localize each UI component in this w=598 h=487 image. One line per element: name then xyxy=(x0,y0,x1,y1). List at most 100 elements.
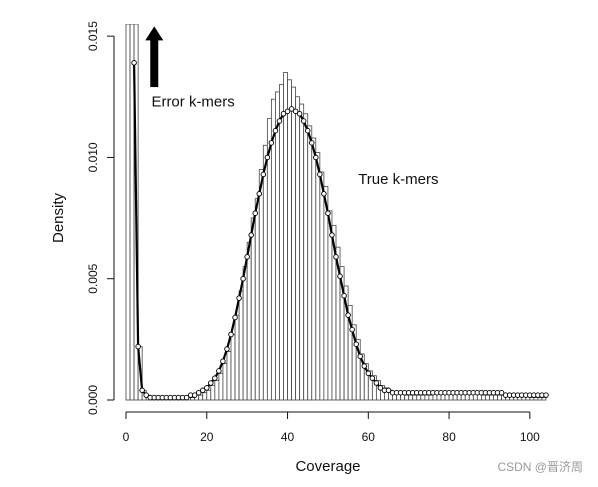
x-tick-label: 20 xyxy=(200,430,214,444)
histogram-bar xyxy=(323,186,329,401)
y-tick-label: 0.000 xyxy=(86,385,100,415)
curve-point xyxy=(313,154,319,161)
x-tick-label: 100 xyxy=(520,430,540,444)
curve-point xyxy=(232,314,238,321)
curve-point xyxy=(333,254,339,260)
curve-point xyxy=(284,108,291,115)
arrow-head xyxy=(145,26,164,41)
curve-point xyxy=(143,392,149,398)
histogram-bar xyxy=(408,394,414,401)
curve-point xyxy=(256,191,263,197)
histogram-bar xyxy=(303,113,309,401)
histogram-bar xyxy=(210,385,216,401)
y-tick-label: 0.010 xyxy=(86,142,100,172)
curve-point xyxy=(365,370,372,377)
curve-point xyxy=(199,387,206,394)
x-axis-ticks: 0 20 40 60 80 100 xyxy=(123,412,540,444)
histogram-bar xyxy=(311,137,317,401)
curve-point xyxy=(349,326,355,333)
histogram-bar xyxy=(319,171,325,401)
curve-point xyxy=(244,254,250,260)
curve-point xyxy=(369,375,376,381)
curve-point xyxy=(183,394,190,401)
histogram-bars xyxy=(125,24,547,401)
histogram-bar xyxy=(416,394,422,401)
histogram-bar xyxy=(226,351,232,401)
curve-point xyxy=(236,295,242,301)
histogram-bar xyxy=(315,152,321,401)
curve-point xyxy=(252,210,258,216)
histogram-bar xyxy=(198,394,204,401)
histogram-bar xyxy=(279,84,284,401)
histogram-bar xyxy=(266,118,272,401)
curve-point xyxy=(135,343,141,350)
histogram-bar xyxy=(230,334,236,401)
error-kmers-arrow xyxy=(145,26,164,88)
curve-point xyxy=(224,346,230,352)
curve-point xyxy=(276,118,283,124)
histogram-bar xyxy=(275,91,280,401)
fitted-curve xyxy=(131,60,549,401)
curve-point xyxy=(216,368,222,374)
curve-point xyxy=(220,358,226,364)
histogram-bar xyxy=(295,96,301,401)
curve-point xyxy=(204,385,210,391)
histogram-bar xyxy=(190,397,196,401)
histogram-bar xyxy=(222,363,228,401)
annotation-label: Error k-mers xyxy=(151,93,234,110)
histogram-bar xyxy=(404,394,410,401)
arrow-shaft xyxy=(150,38,159,88)
curve-point xyxy=(292,108,299,115)
curve-point xyxy=(345,312,351,318)
curve-point xyxy=(288,106,295,112)
curve-point xyxy=(357,353,363,360)
x-axis-title: Coverage xyxy=(295,458,360,475)
histogram-bar xyxy=(234,314,240,401)
curve-point xyxy=(341,292,347,299)
curve-point xyxy=(264,154,271,161)
x-tick-label: 60 xyxy=(362,430,376,444)
histogram-bar xyxy=(537,397,543,401)
curve-point xyxy=(337,273,343,280)
histogram-bar xyxy=(206,389,212,401)
histogram-bar xyxy=(246,241,252,401)
histogram-bar xyxy=(541,397,547,401)
curve-point xyxy=(228,331,234,338)
histogram-bar xyxy=(493,394,498,401)
curve-point xyxy=(309,140,315,146)
histogram-bar xyxy=(218,372,224,401)
curve-point xyxy=(208,380,214,386)
curve-point xyxy=(317,171,323,178)
curve-point xyxy=(240,275,246,282)
curve-point xyxy=(377,385,384,391)
curve-point xyxy=(361,363,368,369)
histogram-bar xyxy=(412,394,418,401)
curve-point xyxy=(280,110,287,117)
histogram-bar xyxy=(533,397,539,401)
histogram-bar xyxy=(287,79,292,401)
curve-point xyxy=(304,127,311,134)
curve-point xyxy=(139,387,145,394)
histogram-bar xyxy=(262,144,268,401)
x-tick-label: 80 xyxy=(442,430,456,444)
y-tick-label: 0.005 xyxy=(86,263,100,293)
curve-point xyxy=(353,341,359,347)
curve-point xyxy=(195,389,202,396)
curve-point xyxy=(268,140,275,146)
curve-point xyxy=(131,60,137,66)
histogram-bar xyxy=(424,394,430,401)
curve-point xyxy=(248,232,254,238)
curve-point xyxy=(212,375,218,381)
histogram-bar xyxy=(299,103,305,401)
histogram-bar xyxy=(489,394,494,401)
histogram-bar xyxy=(202,392,208,401)
y-axis-title: Density xyxy=(50,192,67,243)
histogram-bar xyxy=(214,380,220,401)
y-axis-ticks: 0.000 0.005 0.010 0.015 xyxy=(86,21,114,415)
axes: 0 20 40 60 80 100 0.000 0.005 0.010 0.015 xyxy=(86,21,540,444)
curve-point xyxy=(191,392,198,398)
histogram-bar xyxy=(485,394,490,401)
curve-point xyxy=(321,191,327,197)
annotation-label: True k-mers xyxy=(358,171,438,188)
